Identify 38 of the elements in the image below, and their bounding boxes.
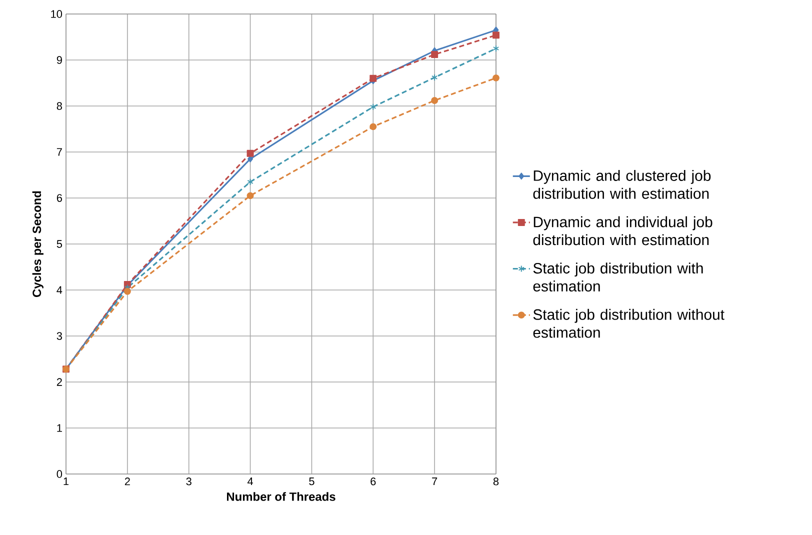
y-axis-title: Cycles per Second	[32, 191, 44, 298]
x-tick-label: 4	[247, 478, 254, 486]
point	[492, 74, 500, 82]
point	[370, 103, 376, 110]
point	[247, 178, 254, 186]
point	[246, 192, 254, 200]
x-tick-label: 1	[64, 478, 69, 486]
y-tick-label: 5	[56, 240, 62, 248]
x-tick-label: 2	[124, 478, 130, 486]
legend-label: Static job distribution with estimation	[533, 262, 703, 292]
y-tick-label: 3	[56, 332, 62, 340]
point	[431, 74, 438, 81]
point	[431, 50, 438, 58]
legend-label: Dynamic and clustered job distribution with estimation	[533, 170, 711, 199]
y-tick-label: 2	[56, 378, 62, 386]
point	[492, 45, 500, 52]
legend-label: Static job distribution without estimation	[533, 308, 724, 338]
point	[124, 288, 131, 295]
point	[370, 123, 377, 130]
y-tick-label: 0	[56, 470, 62, 478]
y-tick-label: 9	[56, 56, 62, 64]
y-tick-label: 8	[56, 102, 62, 110]
point	[492, 32, 500, 39]
legend-label: Dynamic and individual job distribution with estimation	[533, 216, 712, 246]
y-tick-label: 10	[51, 10, 62, 18]
x-tick-label: 7	[432, 478, 438, 486]
y-tick-label: 1	[57, 424, 62, 432]
point	[370, 74, 377, 82]
point	[246, 150, 254, 157]
point	[431, 96, 438, 104]
x-tick-label: 5	[309, 478, 314, 486]
x-axis-title: Number of Threads	[226, 492, 336, 501]
x-tick-label: 8	[493, 478, 499, 486]
y-tick-label: 7	[56, 148, 62, 156]
y-tick-label: 4	[56, 286, 62, 294]
x-tick-label: 6	[370, 478, 376, 486]
x-tick-label: 3	[186, 478, 192, 486]
y-tick-label: 6	[56, 194, 62, 202]
